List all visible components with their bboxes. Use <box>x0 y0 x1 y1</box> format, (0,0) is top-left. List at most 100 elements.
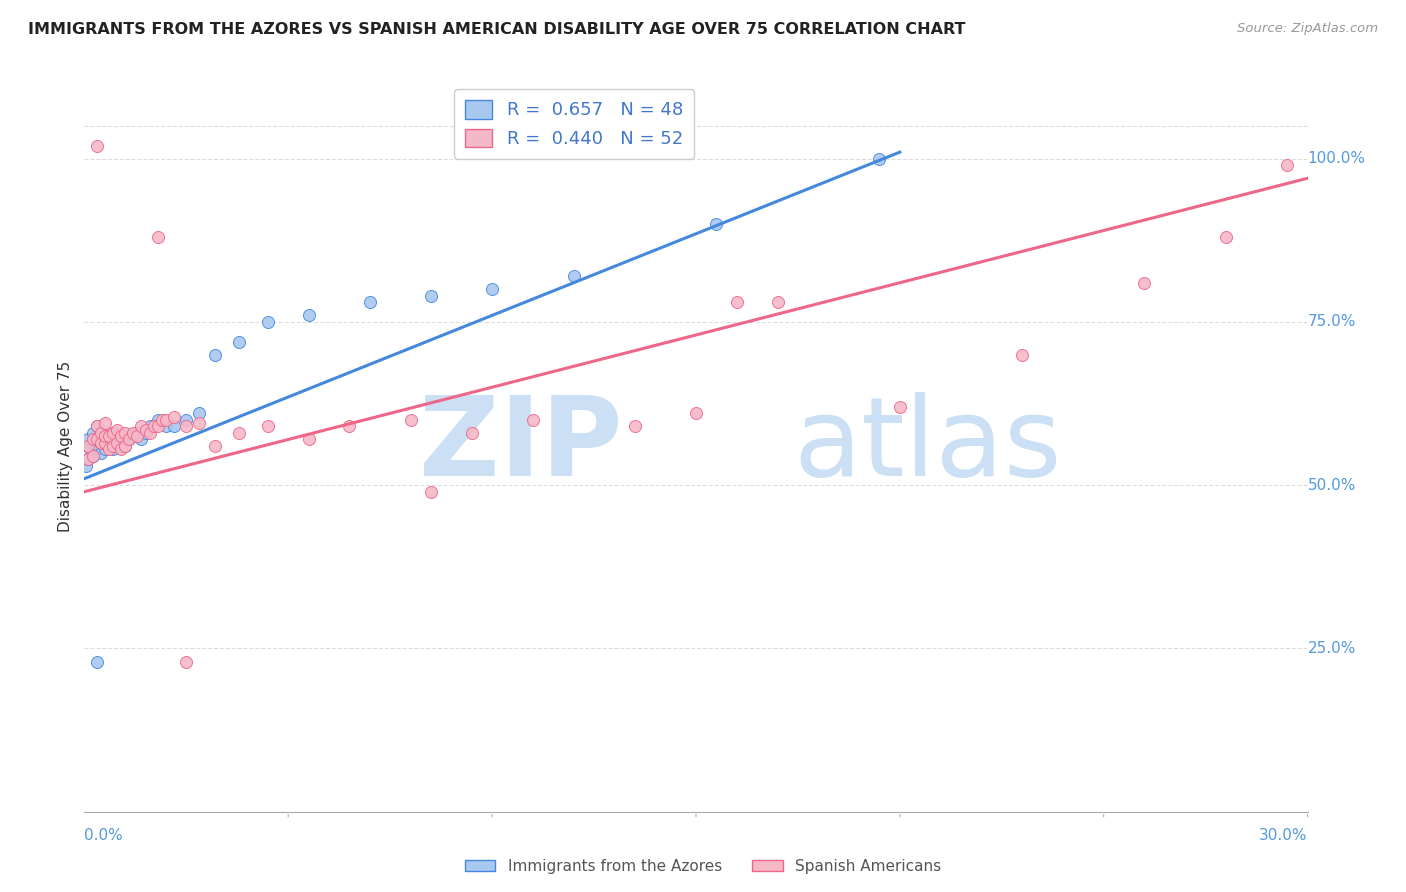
Point <box>725 295 748 310</box>
Point <box>82 433 104 447</box>
Point <box>86 419 108 434</box>
Point <box>86 138 108 153</box>
Point <box>138 425 160 440</box>
Point <box>522 413 544 427</box>
Point <box>105 423 128 437</box>
Point <box>105 429 128 443</box>
Point <box>82 435 104 450</box>
Point <box>187 416 209 430</box>
Point <box>77 452 100 467</box>
Point <box>135 423 157 437</box>
Point <box>86 433 108 447</box>
Point <box>110 429 132 443</box>
Point <box>118 433 141 447</box>
Point <box>82 449 104 463</box>
Point <box>82 449 104 463</box>
Point <box>359 295 381 310</box>
Point <box>174 419 197 434</box>
Point <box>101 433 124 447</box>
Text: 0.0%: 0.0% <box>84 828 124 843</box>
Point <box>146 413 169 427</box>
Point <box>127 425 149 440</box>
Point <box>105 435 128 450</box>
Point <box>204 348 226 362</box>
Point <box>146 230 169 244</box>
Point <box>93 416 115 430</box>
Point <box>228 334 250 349</box>
Point <box>155 413 177 427</box>
Point <box>77 452 100 467</box>
Point <box>127 429 149 443</box>
Point <box>142 419 165 434</box>
Point <box>101 425 124 440</box>
Point <box>97 442 120 457</box>
Point <box>1215 230 1237 244</box>
Point <box>135 425 157 440</box>
Point <box>150 413 173 427</box>
Point <box>163 409 186 424</box>
Point <box>86 433 108 447</box>
Point <box>77 433 100 447</box>
Point <box>298 309 321 323</box>
Point <box>97 429 120 443</box>
Point <box>138 419 160 434</box>
Point <box>399 413 422 427</box>
Point <box>228 425 250 440</box>
Y-axis label: Disability Age Over 75: Disability Age Over 75 <box>58 360 73 532</box>
Legend: R =  0.657   N = 48, R =  0.440   N = 52: R = 0.657 N = 48, R = 0.440 N = 52 <box>454 89 693 159</box>
Point <box>155 419 177 434</box>
Text: atlas: atlas <box>794 392 1063 500</box>
Point <box>114 425 136 440</box>
Point <box>110 442 132 457</box>
Point <box>110 439 132 453</box>
Text: 30.0%: 30.0% <box>1260 828 1308 843</box>
Text: Source: ZipAtlas.com: Source: ZipAtlas.com <box>1237 22 1378 36</box>
Point <box>257 419 280 434</box>
Point <box>889 400 911 414</box>
Point <box>420 484 443 499</box>
Point <box>481 282 503 296</box>
Point <box>869 152 891 166</box>
Point <box>174 655 197 669</box>
Point <box>131 433 153 447</box>
Point <box>101 439 124 453</box>
Point <box>114 439 136 453</box>
Point <box>146 419 169 434</box>
Point <box>1133 276 1156 290</box>
Point <box>204 439 226 453</box>
Point <box>93 435 115 450</box>
Point <box>562 269 585 284</box>
Point <box>118 433 141 447</box>
Point <box>122 429 145 443</box>
Point <box>461 425 484 440</box>
Point <box>93 435 115 450</box>
Point <box>82 425 104 440</box>
Point <box>101 442 124 457</box>
Point <box>86 442 108 457</box>
Point <box>339 419 361 434</box>
Point <box>86 655 108 669</box>
Point <box>420 289 443 303</box>
Point <box>114 429 136 443</box>
Text: ZIP: ZIP <box>419 392 623 500</box>
Point <box>97 439 120 453</box>
Text: IMMIGRANTS FROM THE AZORES VS SPANISH AMERICAN DISABILITY AGE OVER 75 CORRELATIO: IMMIGRANTS FROM THE AZORES VS SPANISH AM… <box>28 22 966 37</box>
Point <box>685 406 707 420</box>
Text: 50.0%: 50.0% <box>1308 478 1355 492</box>
Point <box>79 442 101 457</box>
Point <box>131 419 153 434</box>
Point <box>624 419 647 434</box>
Point <box>101 425 124 440</box>
Point <box>1277 158 1299 172</box>
Point <box>86 419 108 434</box>
Point <box>90 445 112 459</box>
Point <box>77 439 100 453</box>
Point <box>163 419 186 434</box>
Point <box>298 433 321 447</box>
Point <box>93 429 115 443</box>
Point <box>75 458 97 473</box>
Point <box>114 439 136 453</box>
Point <box>187 406 209 420</box>
Point <box>93 429 115 443</box>
Point <box>122 425 145 440</box>
